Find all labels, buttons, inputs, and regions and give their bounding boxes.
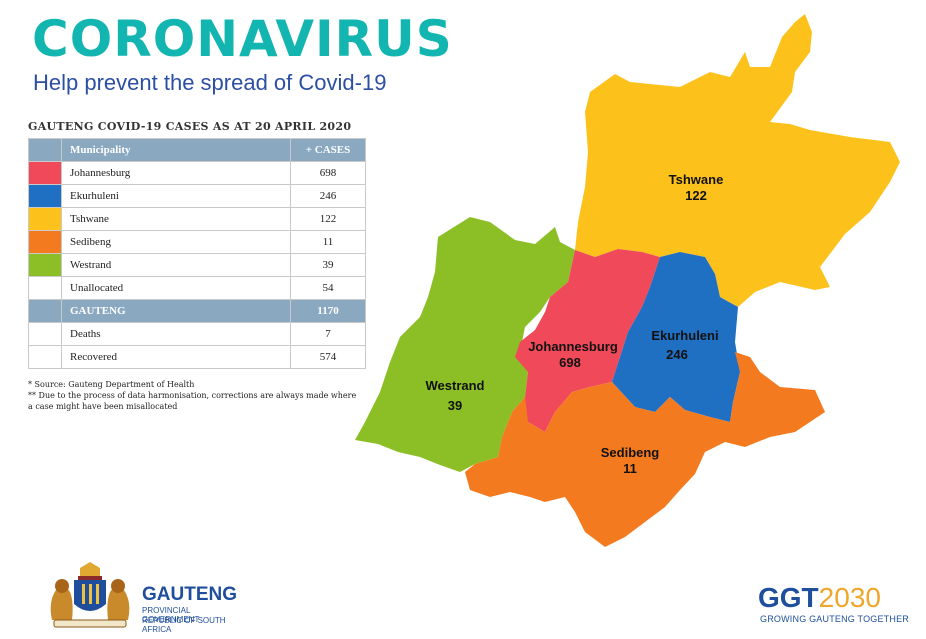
label-ekurhuleni-name: Ekurhuleni xyxy=(651,328,718,343)
gauteng-logo: GAUTENG PROVINCIAL GOVERNMENT REPUBLIC O… xyxy=(44,562,244,634)
table-row: Westrand 39 xyxy=(28,253,366,277)
ggt-text: GGT xyxy=(758,582,819,613)
label-tshwane-name: Tshwane xyxy=(669,172,724,187)
table-row: Ekurhuleni 246 xyxy=(28,184,366,208)
table-total-row: GAUTENG 1170 xyxy=(28,299,366,323)
row-cases: 698 xyxy=(290,161,366,185)
page-subtitle: Help prevent the spread of Covid-19 xyxy=(33,70,387,95)
table-row: Sedibeng 11 xyxy=(28,230,366,254)
label-johannesburg-value: 698 xyxy=(559,355,581,370)
empty-swatch-cell xyxy=(28,322,62,346)
row-cases: 122 xyxy=(290,207,366,231)
row-name: Unallocated xyxy=(61,276,291,300)
label-westrand-name: Westrand xyxy=(426,378,485,393)
page-title: CORONAVIRUS xyxy=(32,10,453,68)
table-header-row: Municipality + CASES xyxy=(28,138,366,162)
swatch-johannesburg xyxy=(28,161,62,185)
region-tshwane xyxy=(575,14,900,307)
ggt-year: 2030 xyxy=(818,582,881,613)
coat-of-arms-icon xyxy=(50,562,130,628)
label-tshwane-value: 122 xyxy=(685,188,707,203)
row-cases: 574 xyxy=(290,345,366,369)
total-name: GAUTENG xyxy=(61,299,291,323)
swatch-westrand xyxy=(28,253,62,277)
swatch-tshwane xyxy=(28,207,62,231)
region-ekurhuleni xyxy=(612,252,740,422)
row-name: Recovered xyxy=(61,345,291,369)
swatch-unallocated xyxy=(28,276,62,300)
row-name: Johannesburg xyxy=(61,161,291,185)
cases-table: Municipality + CASES Johannesburg 698 Ek… xyxy=(28,138,366,369)
region-johannesburg xyxy=(515,249,660,432)
source-note: * Source: Gauteng Department of Health xyxy=(28,380,195,389)
ggt2030-logo: GGT2030 xyxy=(758,584,881,612)
table-row: Recovered 574 xyxy=(28,345,366,369)
table-row: Johannesburg 698 xyxy=(28,161,366,185)
ggt2030-tagline: GROWING GAUTENG TOGETHER xyxy=(760,614,909,624)
header-municipality: Municipality xyxy=(61,138,291,162)
table-row: Unallocated 54 xyxy=(28,276,366,300)
table-row: Tshwane 122 xyxy=(28,207,366,231)
footnotes: * Source: Gauteng Department of Health *… xyxy=(28,380,358,412)
row-name: Ekurhuleni xyxy=(61,184,291,208)
swatch-sedibeng xyxy=(28,230,62,254)
gauteng-republic-line: REPUBLIC OF SOUTH AFRICA xyxy=(142,616,226,634)
row-name: Sedibeng xyxy=(61,230,291,254)
header-swatch-cell xyxy=(28,138,62,162)
row-name: Tshwane xyxy=(61,207,291,231)
empty-swatch-cell xyxy=(28,345,62,369)
label-westrand-value: 39 xyxy=(448,398,462,413)
region-sedibeng xyxy=(465,352,825,547)
row-cases: 39 xyxy=(290,253,366,277)
label-sedibeng-name: Sedibeng xyxy=(601,445,660,460)
row-cases: 7 xyxy=(290,322,366,346)
gauteng-government-line: PROVINCIAL GOVERNMENT xyxy=(142,606,200,624)
region-westrand xyxy=(355,217,575,472)
total-swatch-cell xyxy=(28,299,62,323)
table-title: GAUTENG COVID-19 CASES AS AT 20 APRIL 20… xyxy=(28,120,352,133)
label-sedibeng-value: 11 xyxy=(623,461,637,476)
label-ekurhuleni-value: 246 xyxy=(666,347,688,362)
label-johannesburg-name: Johannesburg xyxy=(528,339,618,354)
table-row: Deaths 7 xyxy=(28,322,366,346)
row-name: Westrand xyxy=(61,253,291,277)
row-name: Deaths xyxy=(61,322,291,346)
gauteng-map: Tshwane 122 Johannesburg 698 Ekurhuleni … xyxy=(355,14,900,547)
gauteng-wordmark: GAUTENG xyxy=(142,584,237,605)
disclaimer-note: ** Due to the process of data harmonisat… xyxy=(28,390,357,411)
map-labels: Tshwane 122 Johannesburg 698 Ekurhuleni … xyxy=(426,172,724,476)
total-cases: 1170 xyxy=(290,299,366,323)
swatch-ekurhuleni xyxy=(28,184,62,208)
